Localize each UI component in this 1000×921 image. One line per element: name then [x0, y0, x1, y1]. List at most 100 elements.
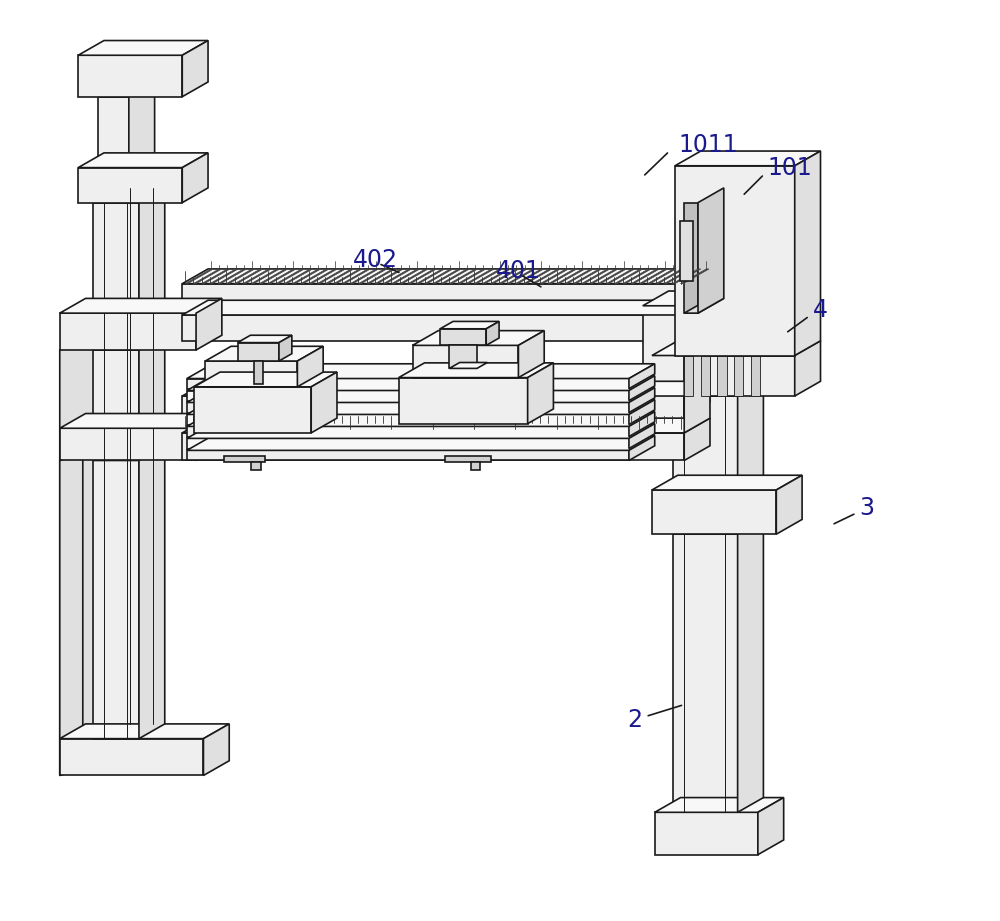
Polygon shape	[614, 269, 643, 284]
Polygon shape	[656, 269, 684, 284]
Polygon shape	[182, 41, 208, 97]
Polygon shape	[279, 335, 292, 361]
Polygon shape	[218, 269, 247, 284]
Polygon shape	[187, 450, 629, 460]
Polygon shape	[309, 269, 337, 284]
Polygon shape	[629, 400, 655, 425]
Polygon shape	[187, 412, 655, 426]
Polygon shape	[795, 341, 821, 396]
Polygon shape	[139, 335, 165, 428]
Polygon shape	[60, 446, 83, 775]
Polygon shape	[301, 269, 329, 284]
Polygon shape	[684, 356, 693, 396]
Polygon shape	[93, 350, 139, 428]
Polygon shape	[342, 269, 370, 284]
Polygon shape	[734, 356, 743, 396]
Polygon shape	[182, 433, 684, 460]
Polygon shape	[254, 361, 263, 384]
Polygon shape	[334, 269, 362, 284]
Polygon shape	[317, 269, 346, 284]
Polygon shape	[698, 188, 724, 313]
Polygon shape	[210, 269, 238, 284]
Polygon shape	[78, 153, 208, 168]
Polygon shape	[629, 424, 655, 449]
Polygon shape	[182, 269, 710, 284]
Polygon shape	[652, 356, 795, 396]
Polygon shape	[416, 269, 445, 284]
Polygon shape	[524, 269, 552, 284]
Polygon shape	[93, 188, 165, 203]
Polygon shape	[643, 306, 684, 433]
Text: 402: 402	[353, 248, 398, 272]
Polygon shape	[78, 41, 208, 55]
Polygon shape	[557, 269, 585, 284]
Polygon shape	[60, 739, 203, 775]
Polygon shape	[60, 313, 196, 350]
Text: 4: 4	[813, 298, 828, 322]
Polygon shape	[375, 269, 404, 284]
Polygon shape	[182, 381, 710, 396]
Polygon shape	[776, 475, 802, 534]
Polygon shape	[672, 269, 701, 284]
Polygon shape	[194, 387, 311, 433]
Polygon shape	[681, 269, 709, 284]
Polygon shape	[383, 269, 412, 284]
Polygon shape	[486, 321, 499, 345]
Polygon shape	[196, 414, 222, 460]
Polygon shape	[440, 321, 499, 329]
Polygon shape	[187, 400, 655, 414]
Polygon shape	[673, 396, 738, 490]
Polygon shape	[259, 269, 288, 284]
Polygon shape	[647, 269, 676, 284]
Polygon shape	[187, 402, 629, 413]
Polygon shape	[673, 381, 763, 396]
Polygon shape	[187, 438, 629, 449]
Polygon shape	[60, 298, 222, 313]
Polygon shape	[93, 335, 165, 350]
Polygon shape	[631, 269, 660, 284]
Polygon shape	[187, 364, 655, 379]
Polygon shape	[98, 82, 155, 97]
Polygon shape	[758, 798, 784, 855]
Polygon shape	[408, 269, 437, 284]
Polygon shape	[507, 269, 536, 284]
Polygon shape	[629, 388, 655, 413]
Polygon shape	[129, 82, 155, 168]
Polygon shape	[795, 151, 821, 356]
Polygon shape	[449, 269, 478, 284]
Polygon shape	[399, 363, 553, 378]
Polygon shape	[93, 203, 139, 313]
Polygon shape	[187, 376, 655, 391]
Polygon shape	[226, 269, 255, 284]
Polygon shape	[449, 345, 477, 368]
Text: 2: 2	[627, 708, 642, 732]
Polygon shape	[93, 446, 165, 460]
Polygon shape	[655, 812, 758, 855]
Polygon shape	[185, 269, 214, 284]
Polygon shape	[400, 269, 428, 284]
Polygon shape	[98, 97, 129, 168]
Polygon shape	[182, 300, 710, 315]
Polygon shape	[474, 269, 503, 284]
Polygon shape	[350, 269, 379, 284]
Polygon shape	[203, 724, 229, 775]
Polygon shape	[187, 379, 629, 389]
Polygon shape	[297, 346, 323, 387]
Polygon shape	[358, 269, 387, 284]
Text: 3: 3	[859, 496, 874, 520]
Polygon shape	[243, 269, 271, 284]
Polygon shape	[284, 269, 313, 284]
Polygon shape	[425, 269, 453, 284]
Polygon shape	[518, 331, 544, 378]
Polygon shape	[528, 363, 553, 424]
Text: 401: 401	[495, 259, 540, 283]
Polygon shape	[655, 798, 784, 812]
Polygon shape	[433, 269, 461, 284]
Polygon shape	[629, 412, 655, 437]
Polygon shape	[93, 460, 139, 739]
Polygon shape	[78, 55, 182, 97]
Polygon shape	[441, 269, 470, 284]
Polygon shape	[701, 356, 710, 396]
Polygon shape	[623, 269, 651, 284]
Polygon shape	[276, 269, 304, 284]
